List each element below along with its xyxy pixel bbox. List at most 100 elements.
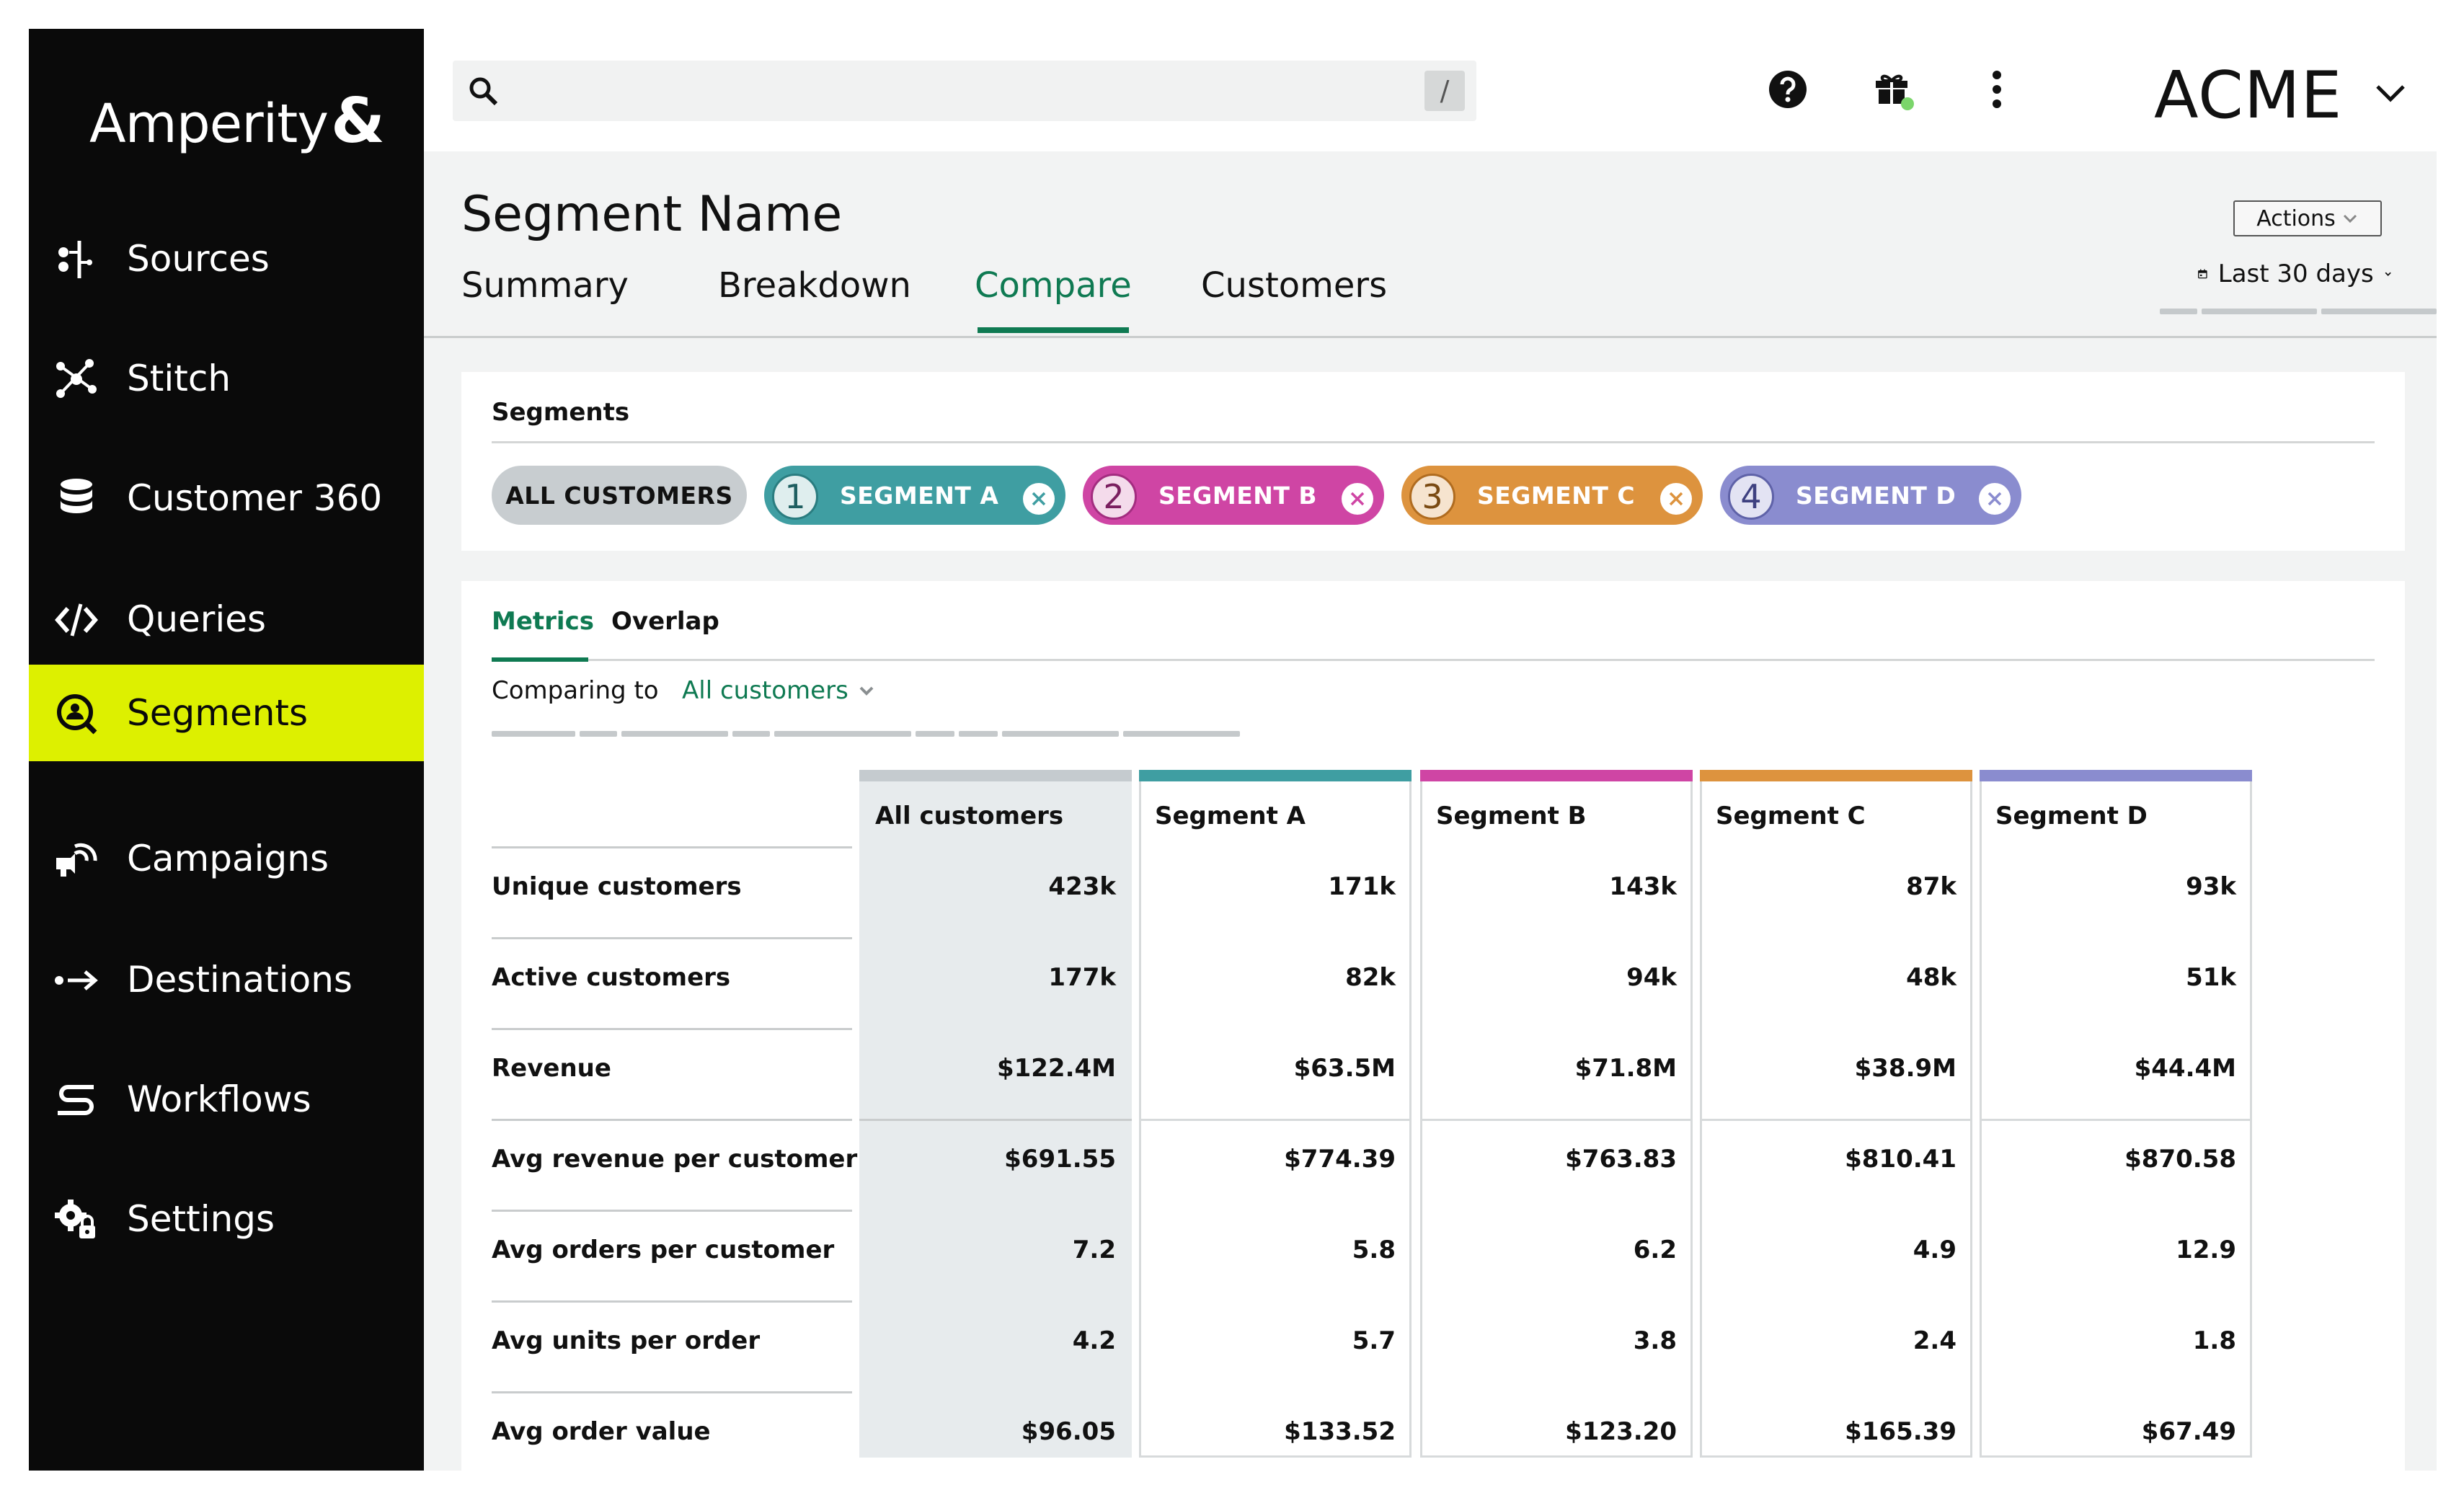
tab-breakdown[interactable]: Breakdown: [718, 265, 911, 306]
loading-placeholder: [580, 731, 617, 737]
metric-value: 5.7: [1352, 1326, 1396, 1355]
tab-compare[interactable]: Compare: [975, 265, 1132, 306]
metric-value: 5.8: [1352, 1236, 1396, 1264]
sidebar-item-label: Segments: [127, 692, 309, 734]
close-icon: [1032, 492, 1046, 506]
sidebar-item-label: Stitch: [127, 358, 231, 399]
tab-metrics[interactable]: Metrics: [492, 607, 594, 636]
metric-value: 177k: [1048, 963, 1116, 992]
row-divider: [492, 1391, 852, 1393]
metric-value: 4.2: [1072, 1326, 1116, 1355]
metrics-panel: Metrics Overlap Comparing to All custome…: [461, 581, 2405, 1471]
row-divider: [492, 937, 852, 939]
segment-number: 3: [1409, 474, 1455, 520]
sidebar-item-customer-360[interactable]: Customer 360: [29, 450, 424, 546]
metric-value: 51k: [2186, 963, 2236, 992]
metric-value: $691.55: [1004, 1145, 1116, 1174]
remove-segment-button[interactable]: [1023, 483, 1055, 515]
sidebar-item-label: Campaigns: [127, 838, 329, 879]
sidebar-item-destinations[interactable]: Destinations: [29, 931, 424, 1028]
segments-icon: [57, 694, 97, 735]
loading-placeholder: [621, 731, 728, 737]
metric-value: $133.52: [1284, 1417, 1396, 1446]
metric-value: 6.2: [1633, 1236, 1677, 1264]
tab-overlap[interactable]: Overlap: [611, 607, 719, 636]
stitch-icon: [56, 359, 97, 398]
metric-value: 48k: [1906, 963, 1956, 992]
segment-c-pill[interactable]: 3 SEGMENT C: [1401, 466, 1703, 525]
metric-value: 143k: [1609, 872, 1677, 901]
close-icon: [1669, 492, 1683, 506]
metric-value: 423k: [1048, 872, 1116, 901]
row-divider: [1139, 1119, 1412, 1121]
sidebar-item-campaigns[interactable]: Campaigns: [29, 810, 424, 907]
chevron-down-icon: [2343, 214, 2357, 223]
sidebar: Amperity& Sources Stitch: [29, 29, 424, 1471]
org-name[interactable]: ACME: [2154, 58, 2343, 133]
row-divider: [859, 1119, 1132, 1121]
sidebar-item-settings[interactable]: Settings: [29, 1171, 424, 1267]
tab-customers[interactable]: Customers: [1201, 265, 1388, 306]
metric-value: $38.9M: [1854, 1054, 1956, 1083]
segment-b-pill[interactable]: 2 SEGMENT B: [1083, 466, 1384, 525]
chevron-down-icon[interactable]: [2370, 74, 2411, 114]
pill-label: SEGMENT D: [1796, 481, 1956, 510]
metric-value: $774.39: [1284, 1145, 1396, 1174]
row-divider: [492, 1300, 852, 1303]
comparing-select[interactable]: All customers: [682, 676, 876, 705]
sidebar-item-queries[interactable]: Queries: [29, 571, 424, 668]
metric-label: Avg units per order: [492, 1326, 761, 1355]
segment-d-pill[interactable]: 4 SEGMENT D: [1720, 466, 2021, 525]
more-vertical-icon[interactable]: [1974, 66, 2020, 112]
tab-summary[interactable]: Summary: [461, 265, 629, 306]
remove-segment-button[interactable]: [1660, 483, 1692, 515]
metric-value: $165.39: [1845, 1417, 1956, 1446]
loading-placeholder: [959, 731, 998, 737]
loading-placeholder: [774, 731, 911, 737]
date-range-filter[interactable]: Last 30 days: [2197, 252, 2392, 296]
metric-value: $123.20: [1565, 1417, 1677, 1446]
remove-segment-button[interactable]: [1979, 483, 2011, 515]
search-input[interactable]: [518, 69, 1371, 114]
notification-dot: [1901, 97, 1914, 110]
metric-value: 3.8: [1633, 1326, 1677, 1355]
loading-placeholder: [1123, 731, 1240, 737]
top-bar: / ACME: [424, 29, 2437, 151]
amperity-logo[interactable]: Amperity&: [89, 85, 385, 157]
sidebar-item-label: Settings: [127, 1198, 275, 1240]
metric-value: 94k: [1626, 963, 1677, 992]
close-icon: [1987, 492, 2002, 506]
active-tab-indicator: [978, 327, 1129, 333]
page-header: Segment Name Summary Breakdown Compare C…: [424, 151, 2437, 338]
date-filter-label: Last 30 days: [2217, 260, 2374, 288]
column-color-bar: [1139, 770, 1412, 781]
segment-a-pill[interactable]: 1 SEGMENT A: [764, 466, 1065, 525]
remove-segment-button[interactable]: [1342, 483, 1373, 515]
calendar-icon: [2198, 269, 2207, 279]
sidebar-item-segments[interactable]: Segments: [29, 665, 424, 761]
row-divider: [492, 1119, 852, 1121]
gift-icon[interactable]: [1870, 66, 1916, 112]
sidebar-item-label: Sources: [127, 238, 270, 280]
row-divider: [1700, 1119, 1972, 1121]
segments-heading: Segments: [492, 398, 630, 427]
column-header: Segment B: [1436, 802, 1587, 830]
sidebar-item-sources[interactable]: Sources: [29, 210, 424, 307]
sidebar-item-workflows[interactable]: Workflows: [29, 1051, 424, 1148]
actions-button[interactable]: Actions: [2233, 200, 2382, 236]
metric-value: $67.49: [2141, 1417, 2236, 1446]
loading-placeholder: [2160, 309, 2197, 314]
main-content: Segment Name Summary Breakdown Compare C…: [424, 151, 2437, 1471]
app-window: Amperity& Sources Stitch: [29, 29, 2437, 1471]
metric-value: $810.41: [1845, 1145, 1956, 1174]
all-customers-pill[interactable]: ALL CUSTOMERS: [492, 466, 747, 525]
code-icon: [55, 603, 98, 637]
column-color-bar: [1700, 770, 1972, 781]
metric-value: 7.2: [1072, 1236, 1116, 1264]
search-bar[interactable]: /: [453, 61, 1476, 121]
sidebar-item-stitch[interactable]: Stitch: [29, 330, 424, 427]
metric-label: Avg order value: [492, 1417, 711, 1446]
help-icon[interactable]: [1765, 66, 1811, 112]
metric-value: 2.4: [1913, 1326, 1956, 1355]
pill-label: SEGMENT C: [1477, 481, 1636, 510]
